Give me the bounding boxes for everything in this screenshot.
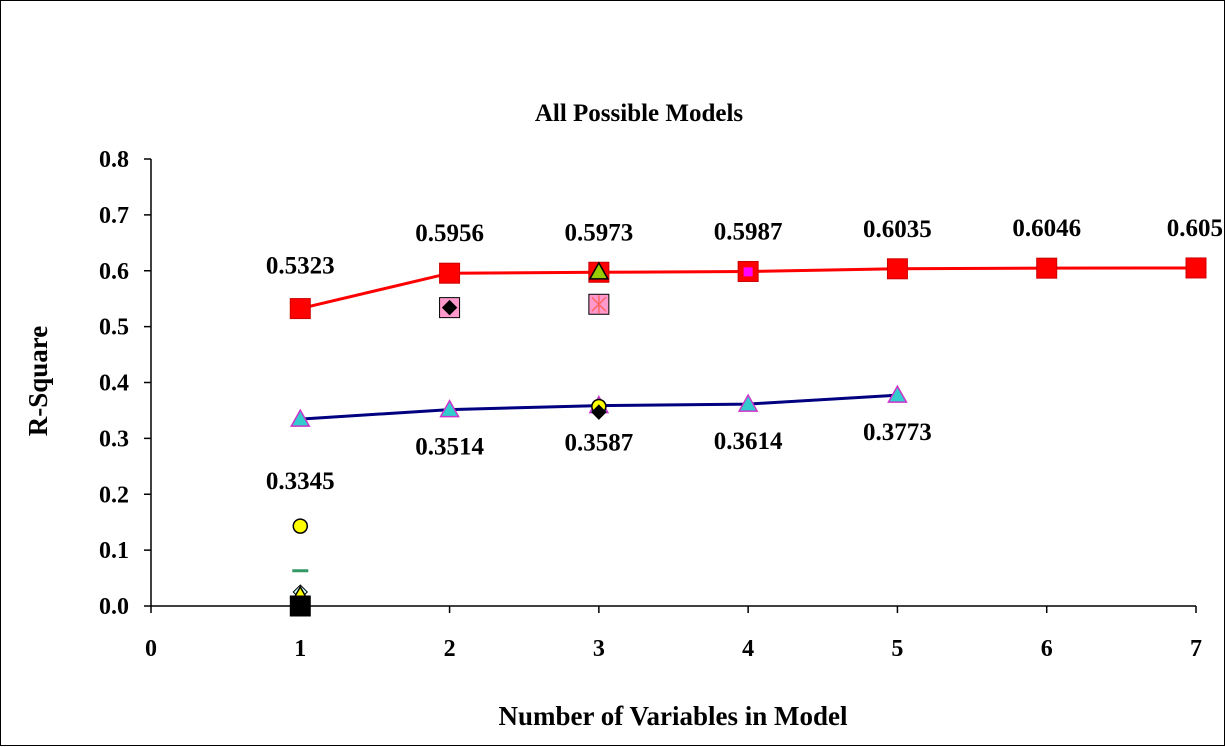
x-tick-label: 4 <box>742 636 754 662</box>
x-axis-label: Number of Variables in Model <box>498 701 848 731</box>
series-0-marker <box>886 258 908 280</box>
x-tick-label: 5 <box>891 636 903 662</box>
series-0-marker <box>439 262 461 284</box>
data-label: 0.5987 <box>714 218 783 245</box>
data-label: 0.3345 <box>266 468 335 495</box>
series-1-marker <box>439 399 460 418</box>
point-marker <box>441 299 458 316</box>
x-tick-label: 1 <box>294 636 306 662</box>
point-marker <box>591 295 607 314</box>
point-marker <box>591 404 607 420</box>
scattered-points <box>289 261 753 617</box>
point-marker <box>292 518 309 534</box>
data-labels: 0.5323 0.5956 0.5973 0.5987 0.6035 0.6046 0.60… <box>266 215 1223 495</box>
point-marker <box>588 261 610 280</box>
y-tick-label: 0.8 <box>99 147 129 173</box>
point-marker <box>743 267 753 277</box>
y-tick-label: 0.6 <box>99 259 129 285</box>
y-tick-label: 0.5 <box>99 315 129 341</box>
series-0-marker <box>289 298 311 320</box>
chart-title: All Possible Models <box>535 100 744 127</box>
data-label: 0.5973 <box>564 219 633 246</box>
data-label: 0.605 <box>1167 215 1223 242</box>
data-label: 0.3514 <box>415 434 484 461</box>
x-tick-label: 7 <box>1190 636 1202 662</box>
y-tick-label: 0.3 <box>99 426 129 452</box>
axes: 0.0 0.1 0.2 0.3 0.4 0.5 0.6 0.7 0.8 0 1 2 3 4 5 6 7 <box>99 147 1202 662</box>
series-1-marker <box>737 393 759 412</box>
y-axis-label: R-Square <box>23 326 53 437</box>
series-1-marker <box>290 408 311 427</box>
data-label: 0.6035 <box>863 216 932 243</box>
x-tick-label: 3 <box>593 636 605 662</box>
y-tick-label: 0.4 <box>99 371 129 397</box>
series-layer <box>289 257 1207 427</box>
data-label: 0.5956 <box>415 220 484 247</box>
data-label: 0.6046 <box>1012 215 1081 242</box>
data-label: 0.3587 <box>564 430 633 457</box>
series-1-marker <box>887 384 908 403</box>
x-tick-label: 2 <box>444 636 456 662</box>
point-marker <box>289 595 311 617</box>
series-0-marker <box>1036 257 1058 279</box>
data-label: 0.3614 <box>714 428 783 455</box>
y-tick-label: 0.2 <box>99 482 129 508</box>
y-tick-label: 0.7 <box>99 203 129 229</box>
y-tick-label: 0.1 <box>99 538 129 564</box>
data-label: 0.3773 <box>863 419 932 446</box>
y-tick-label: 0.0 <box>99 594 129 620</box>
x-tick-label: 0 <box>145 636 157 662</box>
series-0-marker <box>1185 257 1207 279</box>
data-label: 0.5323 <box>266 253 335 280</box>
x-tick-label: 6 <box>1041 636 1053 662</box>
